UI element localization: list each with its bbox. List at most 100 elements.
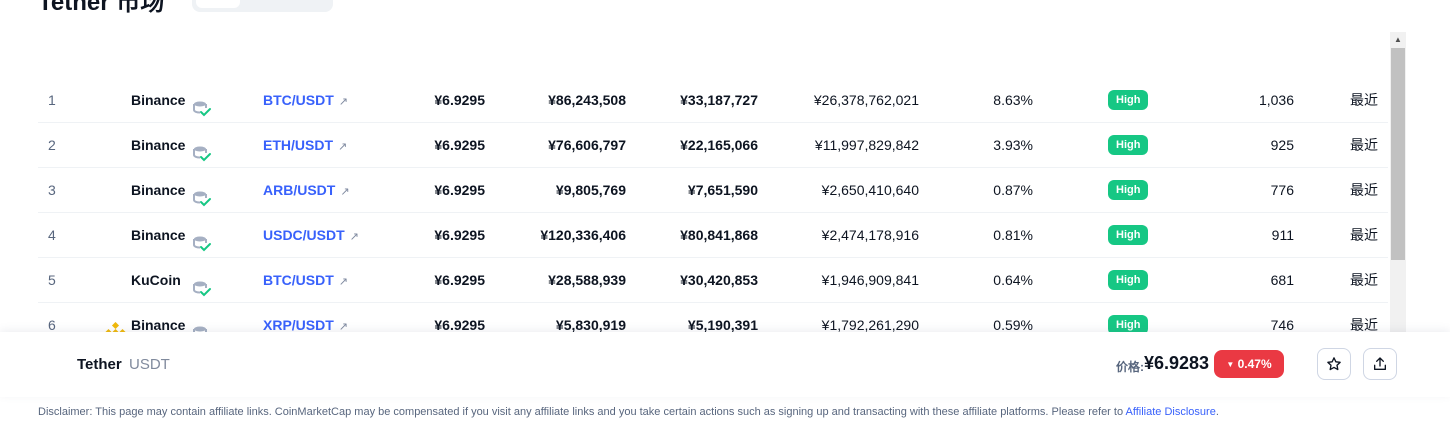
depth-minus-2: ¥33,187,727 xyxy=(680,92,758,108)
depth-plus-2: ¥28,588,939 xyxy=(548,272,626,288)
rank: 3 xyxy=(48,182,56,198)
pair-label[interactable]: BTC/USDT xyxy=(263,272,334,288)
verified-reserve-icon[interactable] xyxy=(192,316,212,333)
price-change-value: 0.47% xyxy=(1237,357,1272,371)
price: ¥6.9295 xyxy=(434,227,485,243)
volume-share: 8.63% xyxy=(993,92,1033,108)
volume-share: 3.93% xyxy=(993,137,1033,153)
updated-time: 最近 xyxy=(1350,227,1378,243)
pair-label[interactable]: USDC/USDT xyxy=(263,227,345,243)
volume-share: 0.64% xyxy=(993,272,1033,288)
table-row[interactable]: 3 Binance ARB/USDT ↗ ¥6.9295 ¥9,805,769 ¥7,651… xyxy=(38,168,1388,213)
pair-label[interactable]: XRP/USDT xyxy=(263,317,334,333)
page-title: Tether 市场 xyxy=(38,0,165,16)
confidence-badge: High xyxy=(1108,90,1149,110)
external-link-icon[interactable]: ↗ xyxy=(338,96,348,108)
depth-plus-2: ¥86,243,508 xyxy=(548,92,626,108)
external-link-icon[interactable]: ↗ xyxy=(340,186,350,198)
table-row[interactable]: 2 Binance ETH/USDT ↗ ¥6.9295 ¥76,606,797 ¥22,1… xyxy=(38,123,1388,168)
confidence-badge: High xyxy=(1108,180,1149,200)
volume-24h: ¥2,650,410,640 xyxy=(821,182,919,198)
liquidity-score: 681 xyxy=(1270,272,1294,288)
exchange-name[interactable]: KuCoin xyxy=(131,272,181,288)
pair-link[interactable]: BTC/USDT ↗ xyxy=(263,258,348,302)
price: ¥6.9295 xyxy=(434,317,485,333)
volume-24h: ¥11,997,829,842 xyxy=(814,137,919,153)
confidence-badge: High xyxy=(1108,135,1149,155)
disclaimer-period: . xyxy=(1215,406,1219,418)
external-link-icon[interactable]: ↗ xyxy=(338,321,349,333)
volume-24h: ¥26,378,762,021 xyxy=(813,92,919,108)
watchlist-star-button[interactable] xyxy=(1317,348,1351,380)
exchange-name[interactable]: Binance xyxy=(131,92,186,108)
pair-link[interactable]: ETH/USDT ↗ xyxy=(263,123,347,167)
pair-label[interactable]: ETH/USDT xyxy=(263,137,333,153)
toggle-segment-active[interactable] xyxy=(196,0,240,8)
confidence-badge: High xyxy=(1108,225,1149,245)
star-icon xyxy=(1327,357,1341,371)
pair-link[interactable]: ARB/USDT ↗ xyxy=(263,168,350,212)
exchange-name[interactable]: Binance xyxy=(131,227,186,243)
volume-24h: ¥1,946,909,841 xyxy=(821,272,919,288)
updated-time: 最近 xyxy=(1350,92,1378,108)
volume-share: 0.81% xyxy=(993,227,1033,243)
table-row[interactable]: 5 KuCoin BTC/USDT ↗ ¥6.9295 ¥28,588,939 ¥30,42… xyxy=(38,258,1388,303)
external-link-icon[interactable]: ↗ xyxy=(349,231,359,243)
depth-plus-2: ¥9,805,769 xyxy=(555,182,626,198)
depth-minus-2: ¥30,420,853 xyxy=(680,272,758,288)
depth-minus-2: ¥7,651,590 xyxy=(687,182,758,198)
updated-time: 最近 xyxy=(1350,317,1378,333)
pair-link[interactable]: USDC/USDT ↗ xyxy=(263,213,359,257)
rank: 1 xyxy=(48,92,56,108)
table-row[interactable]: 1 Binance BTC/USDT ↗ ¥6.9295 ¥86,243,508 ¥33,1… xyxy=(38,78,1388,123)
pair-link[interactable]: XRP/USDT ↗ xyxy=(263,303,348,333)
table-row[interactable]: 6 Binance XRP/USDT ↗ ¥6.9295 ¥5,830,919 ¥5,190… xyxy=(38,303,1388,333)
depth-plus-2: ¥76,606,797 xyxy=(548,137,626,153)
table-row[interactable]: 4 Binance USDC/USDT ↗ ¥6.9295 ¥120,336,406 ¥80… xyxy=(38,213,1388,258)
share-button[interactable] xyxy=(1363,348,1397,380)
pair-label[interactable]: ARB/USDT xyxy=(263,182,336,198)
external-link-icon[interactable]: ↗ xyxy=(338,276,348,288)
verified-reserve-icon[interactable] xyxy=(192,271,212,297)
rank: 6 xyxy=(48,317,56,333)
scrollbar-thumb[interactable] xyxy=(1391,48,1405,260)
affiliate-disclaimer: Disclaimer: This page may contain affili… xyxy=(38,406,1219,418)
exchange-name[interactable]: Binance xyxy=(131,182,186,198)
pair-label[interactable]: BTC/USDT xyxy=(263,92,334,108)
external-link-icon[interactable]: ↗ xyxy=(338,141,348,153)
volume-share: 0.87% xyxy=(993,182,1033,198)
price: ¥6.9295 xyxy=(434,137,485,153)
liquidity-score: 911 xyxy=(1271,227,1294,243)
verified-reserve-icon[interactable] xyxy=(192,226,212,252)
pair-link[interactable]: BTC/USDT ↗ xyxy=(263,78,348,122)
liquidity-score: 776 xyxy=(1270,182,1294,198)
depth-plus-2: ¥5,830,919 xyxy=(555,317,626,333)
updated-time: 最近 xyxy=(1350,272,1378,288)
exchange-name[interactable]: Binance xyxy=(131,137,186,153)
scroll-up-arrow-icon[interactable]: ▲ xyxy=(1394,35,1402,44)
liquidity-score: 746 xyxy=(1270,317,1294,333)
affiliate-disclosure-link[interactable]: Affiliate Disclosure xyxy=(1125,406,1216,418)
depth-minus-2: ¥22,165,066 xyxy=(680,137,758,153)
caret-down-icon: ▼ xyxy=(1226,360,1235,369)
price-value: ¥6.9283 xyxy=(1144,353,1210,373)
coin-name: Tether xyxy=(77,356,122,373)
price: ¥6.9295 xyxy=(434,182,485,198)
verified-reserve-icon[interactable] xyxy=(192,136,212,162)
confidence-badge: High xyxy=(1108,270,1149,290)
verified-reserve-icon[interactable] xyxy=(192,181,212,207)
exchange-name[interactable]: Binance xyxy=(131,317,186,333)
volume-24h: ¥2,474,178,916 xyxy=(821,227,919,243)
depth-minus-2: ¥80,841,868 xyxy=(680,227,758,243)
binance-logo-icon xyxy=(102,315,128,333)
coin-symbol: USDT xyxy=(129,356,170,373)
disclaimer-text: Disclaimer: This page may contain affili… xyxy=(38,406,1124,418)
liquidity-score: 1,036 xyxy=(1258,92,1294,108)
updated-time: 最近 xyxy=(1350,182,1378,198)
verified-reserve-icon[interactable] xyxy=(192,91,212,117)
sticky-price-bar: Tether USDT 价格: ¥6.9283 ▼ 0.47% xyxy=(0,332,1450,397)
view-toggle[interactable] xyxy=(192,0,333,12)
rank: 4 xyxy=(48,227,56,243)
price: ¥6.9295 xyxy=(434,92,485,108)
rank: 2 xyxy=(48,137,56,153)
